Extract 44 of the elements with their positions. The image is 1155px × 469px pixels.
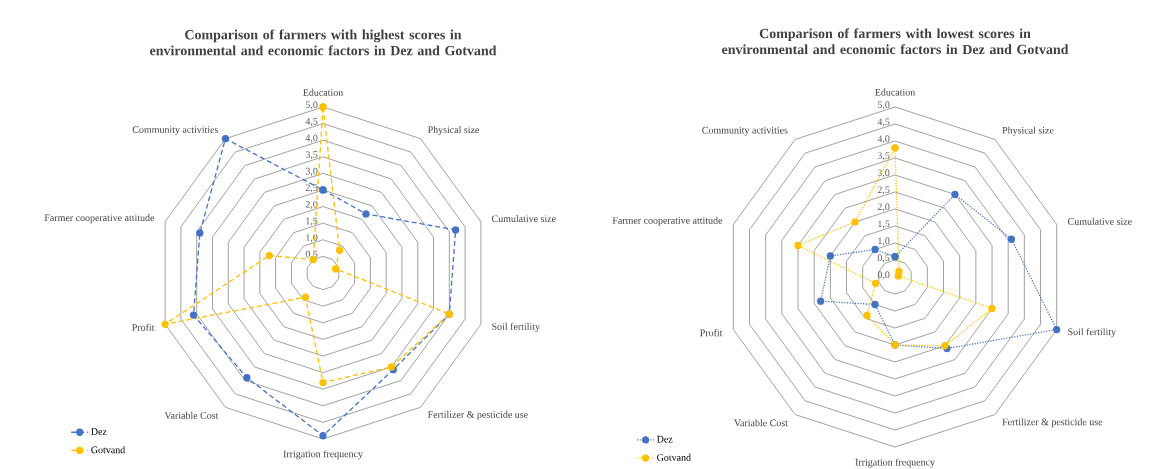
legend-label: Dez bbox=[91, 428, 107, 436]
spoke-label: Farmer cooperative attitude bbox=[44, 214, 155, 224]
y-tick-label: 1,0 bbox=[878, 237, 890, 246]
y-tick-label: 0,0 bbox=[877, 271, 890, 280]
y-tick-label: 3,0 bbox=[305, 167, 318, 177]
y-tick-label: 4,0 bbox=[877, 135, 890, 144]
spoke-label: Variable Cost bbox=[734, 419, 788, 427]
spoke-label: Cumulative size bbox=[1068, 218, 1132, 226]
spoke-label: Farmer cooperative attitude bbox=[612, 216, 723, 227]
spoke-label: Profit bbox=[700, 329, 723, 337]
spoke-label: Physical size bbox=[1002, 126, 1054, 136]
legend-label: Gotvand bbox=[91, 446, 126, 454]
spoke-label: Fertilizer & pesticide use bbox=[1002, 418, 1103, 428]
spoke-label: Irrigation frequency bbox=[855, 458, 935, 468]
spoke-label: Education bbox=[875, 88, 916, 96]
legend-label: Gotvand bbox=[657, 454, 691, 462]
y-tick-label: 2,0 bbox=[877, 203, 890, 212]
spoke-label: Profit bbox=[132, 324, 155, 332]
y-tick-label: 5,0 bbox=[877, 101, 890, 110]
y-tick-label: 4,5 bbox=[305, 118, 318, 127]
y-tick-label: 4,0 bbox=[305, 134, 318, 143]
y-tick-label: 1,5 bbox=[306, 217, 318, 226]
spoke-label: Soil fertility bbox=[1068, 328, 1116, 338]
spoke-label: Physical size bbox=[427, 126, 480, 136]
spoke-label: Fertilizer & pesticide use bbox=[427, 411, 528, 421]
y-tick-label: 1,5 bbox=[878, 220, 890, 229]
y-tick-label: 5,0 bbox=[305, 101, 318, 110]
spoke-label: Soil fertility bbox=[492, 323, 540, 333]
y-tick-label: 3,5 bbox=[305, 151, 318, 160]
chart-title: Comparison of farmers with lowest scores in environmental and economic factors in Dez and Gotvand bbox=[722, 28, 1069, 55]
spoke-label: Cumulative size bbox=[491, 215, 556, 223]
legend-label: Dez bbox=[656, 436, 673, 443]
spoke-label: Community activities bbox=[702, 127, 788, 136]
spoke-label: Education bbox=[303, 89, 344, 97]
y-tick-label: 4,5 bbox=[877, 118, 890, 127]
y-tick-label: 3,5 bbox=[877, 152, 890, 161]
y-tick-label: 0,5 bbox=[877, 254, 890, 263]
y-tick-label: 3,0 bbox=[877, 169, 890, 178]
spoke-label: Irrigation frequency bbox=[283, 450, 363, 460]
chart-title: Comparison of farmers with highest scores in environmental and economic factors in Dez and Gotvand bbox=[150, 29, 497, 56]
spoke-label: Variable Cost bbox=[164, 412, 219, 420]
y-tick-label: 1,0 bbox=[306, 234, 318, 243]
spoke-label: Community activities bbox=[132, 126, 219, 136]
y-tick-label: 2,5 bbox=[877, 186, 890, 195]
